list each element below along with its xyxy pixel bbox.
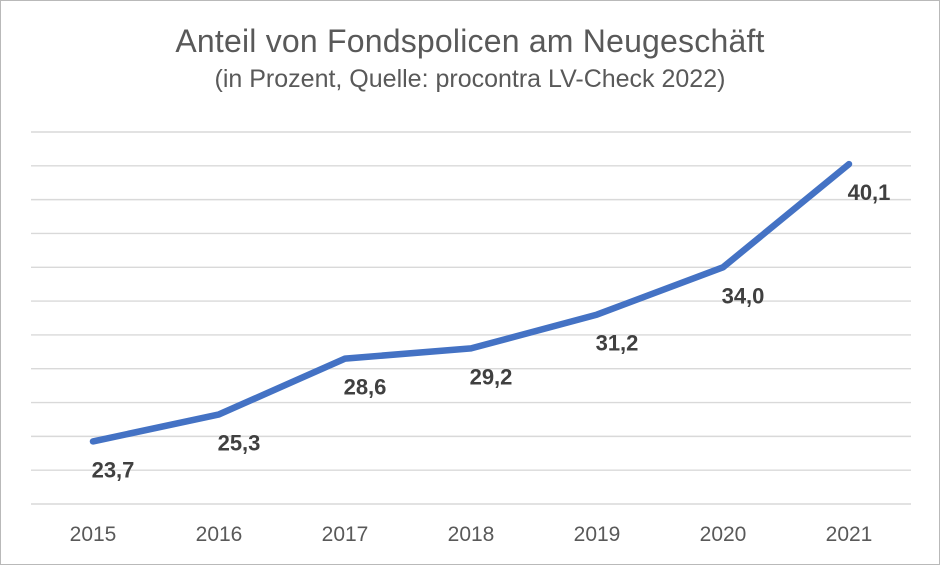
x-axis-label: 2019	[574, 523, 621, 546]
data-point-label: 34,0	[722, 283, 765, 308]
data-point-label: 40,1	[848, 180, 891, 205]
data-point-label: 25,3	[218, 430, 261, 455]
data-series-line	[89, 160, 853, 445]
chart-title: Anteil von Fondspolicen am Neugeschäft	[175, 23, 765, 59]
data-point-label: 29,2	[470, 364, 513, 389]
x-axis-label: 2017	[322, 523, 369, 546]
data-point-label: 23,7	[92, 457, 135, 482]
x-axis-label: 2015	[70, 523, 117, 546]
x-axis-label: 2021	[826, 523, 873, 546]
data-point-label: 28,6	[344, 375, 387, 400]
data-point-label: 31,2	[596, 331, 639, 356]
x-axis-label: 2020	[700, 523, 747, 546]
x-axis-label: 2018	[448, 523, 495, 546]
x-axis-label: 2016	[196, 523, 243, 546]
chart-subtitle: (in Prozent, Quelle: procontra LV-Check …	[214, 65, 726, 93]
